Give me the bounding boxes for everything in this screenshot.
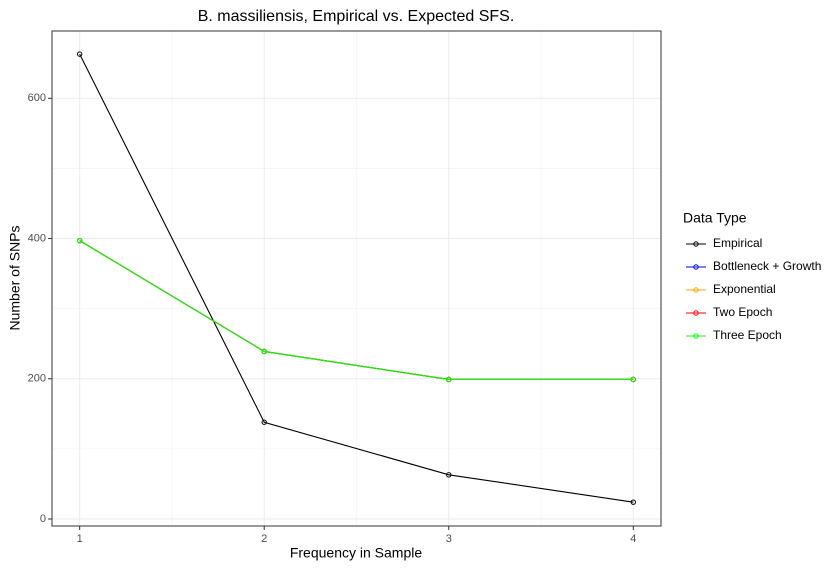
legend-key-point (693, 241, 699, 247)
x-tick-label: 3 (446, 533, 452, 545)
chart-title: B. massiliensis, Empirical vs. Expected … (198, 8, 515, 25)
x-tick-label: 2 (261, 533, 267, 545)
y-axis-title: Number of SNPs (7, 225, 23, 330)
x-tick-label: 4 (630, 533, 636, 545)
data-point (446, 472, 452, 478)
legend-label: Exponential (713, 282, 776, 296)
legend-label: Two Epoch (713, 305, 772, 319)
series-line (79, 240, 634, 381)
legend-label: Empirical (713, 236, 762, 250)
legend-label: Three Epoch (713, 328, 782, 342)
data-point (630, 499, 637, 505)
y-tick-label: 600 (28, 92, 46, 104)
x-tick-label: 1 (77, 533, 83, 545)
data-point (76, 51, 83, 57)
legend-key-point (693, 310, 699, 316)
y-tick-label: 0 (40, 513, 46, 525)
plot-border (51, 30, 662, 527)
series-line (79, 53, 634, 503)
data-point (261, 348, 267, 355)
legend-key-point (693, 333, 699, 339)
data-point (446, 376, 452, 383)
x-axis-title: Frequency in Sample (290, 545, 423, 561)
legend-key-point (693, 287, 699, 293)
y-tick-label: 200 (28, 373, 46, 385)
data-point (261, 419, 267, 425)
legend-label: Bottleneck + Growth (713, 259, 821, 273)
legend-key-point (693, 264, 699, 270)
data-point (630, 376, 637, 383)
y-tick-label: 400 (28, 232, 46, 244)
data-point (76, 237, 83, 244)
legend-title: Data Type (683, 210, 747, 226)
